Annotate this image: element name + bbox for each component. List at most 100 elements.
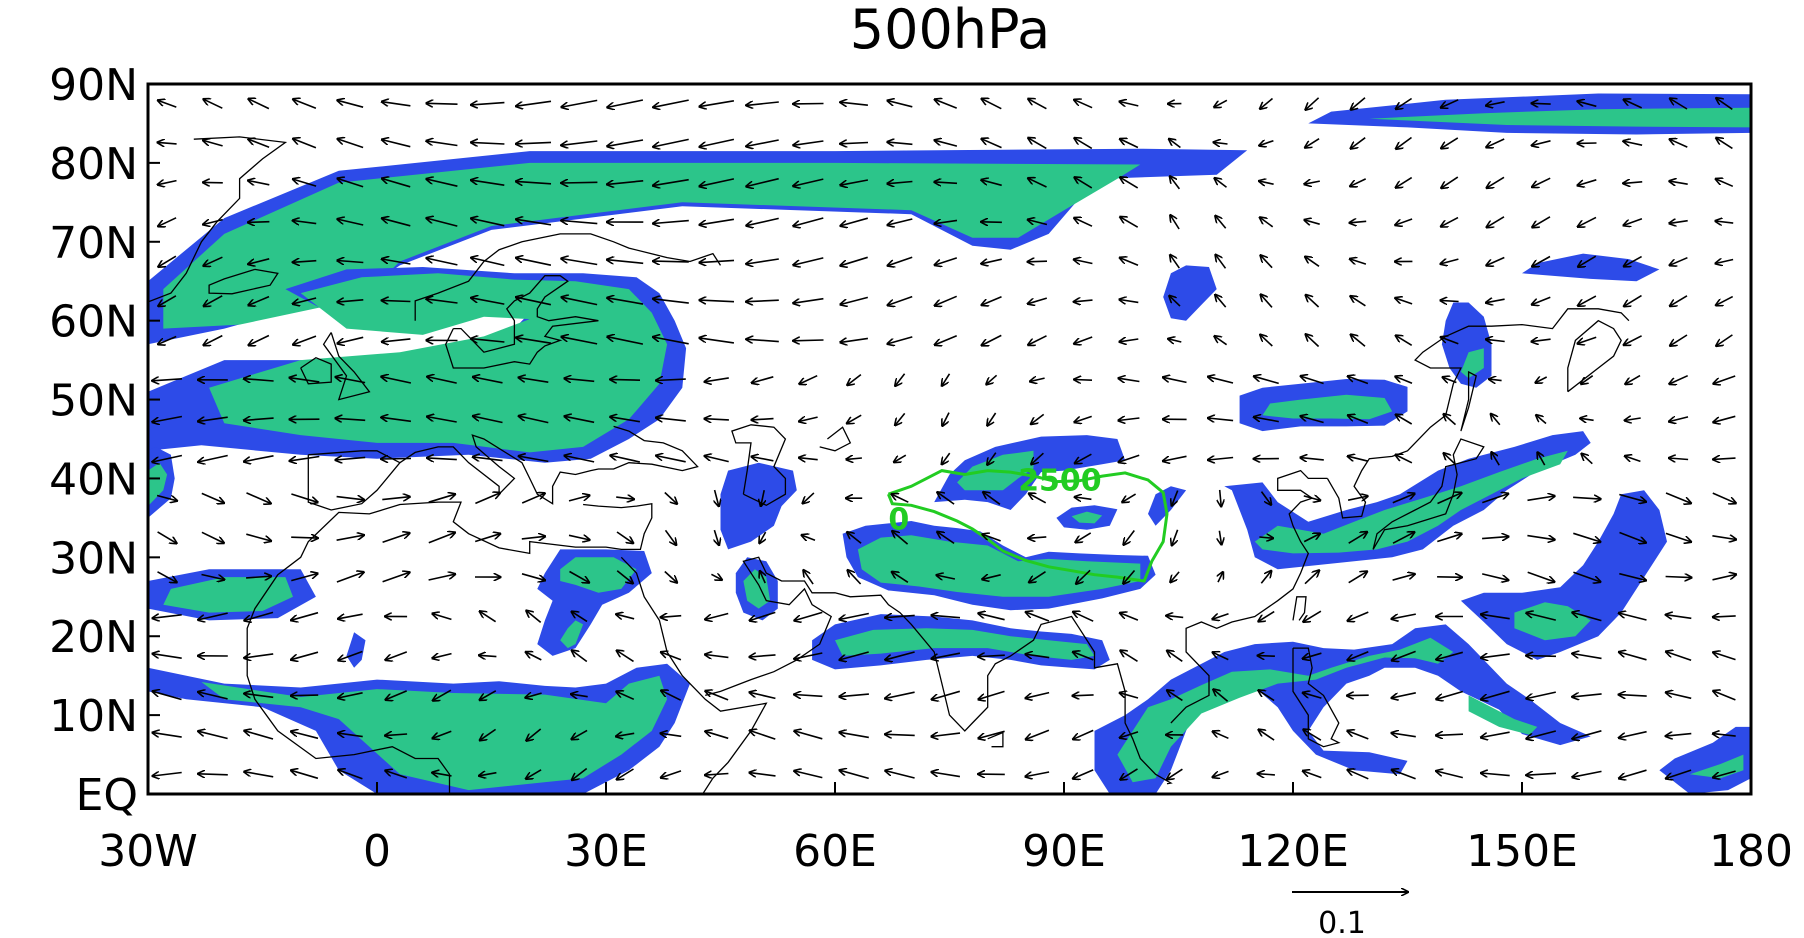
wind-vector [1486, 339, 1505, 341]
coastline [1170, 469, 1328, 724]
wind-vector [1348, 571, 1367, 584]
wind-vector [248, 99, 270, 110]
y-tick-label: 80N [49, 139, 138, 190]
wind-vector [1481, 773, 1510, 776]
wind-vector [1208, 418, 1234, 421]
coastline [208, 268, 279, 295]
plot-frame [146, 82, 1753, 796]
wind-vector [1075, 453, 1092, 463]
wind-vector [1392, 574, 1415, 581]
wind-vector [1074, 138, 1093, 150]
wind-vector [338, 770, 363, 780]
wind-vector [293, 297, 317, 304]
wind-vector [661, 770, 682, 778]
wind-vector [1026, 612, 1050, 622]
wind-vector [847, 532, 862, 544]
wind-vector [1118, 378, 1140, 381]
wind-vector [382, 497, 410, 500]
wind-vector [158, 142, 177, 144]
wind-vector [381, 417, 412, 421]
wind-vector [568, 495, 590, 502]
wind-vector [1218, 572, 1223, 583]
wind-vector [198, 416, 228, 421]
wind-vector [1669, 181, 1688, 184]
wind-vector [1666, 692, 1692, 700]
wind-vector [1532, 296, 1551, 304]
wind-vector [761, 490, 764, 506]
wind-vector [1075, 497, 1092, 499]
wind-vector [1348, 650, 1369, 661]
wind-vector-layer [152, 98, 1736, 780]
wind-vector [1122, 493, 1137, 502]
wind-vector [335, 457, 366, 460]
wind-vector [616, 570, 633, 584]
wind-vector [1526, 656, 1557, 657]
wind-vector [1665, 492, 1691, 503]
wind-vector [471, 218, 505, 227]
wind-vector [1306, 295, 1320, 308]
wind-vector [664, 491, 677, 504]
wind-vector [982, 296, 1002, 305]
wind-vector [293, 335, 317, 345]
wind-vector [198, 612, 228, 620]
x-tick-label: 150E [1466, 826, 1578, 877]
wind-vector [1350, 259, 1367, 265]
wind-vector [432, 614, 452, 621]
wind-vector [885, 691, 915, 698]
wind-vector [1491, 414, 1501, 426]
wind-vector [1163, 377, 1187, 384]
wind-vector [479, 655, 497, 656]
wind-vector [1214, 142, 1228, 144]
wind-vector [427, 458, 457, 460]
wind-vector [1028, 220, 1048, 226]
wind-vector [1625, 418, 1641, 421]
wind-vector [382, 140, 411, 148]
wind-vector [426, 299, 458, 304]
x-tick-label: 180 [1709, 826, 1793, 877]
wind-vector [794, 731, 823, 740]
wind-vector [1578, 336, 1597, 343]
wind-vector [987, 412, 997, 426]
shaded-region-outer [1094, 624, 1591, 794]
shaded-region-inner [1262, 394, 1393, 420]
wind-vector [1169, 296, 1181, 307]
wind-vector [1440, 300, 1459, 301]
wind-vector [1258, 610, 1275, 622]
wind-vector [699, 338, 735, 344]
wind-vector [386, 690, 408, 700]
wind-vector [526, 728, 542, 741]
wind-vector [1076, 569, 1091, 584]
wind-vector [1120, 768, 1138, 780]
wind-vector [516, 142, 552, 144]
wind-vector [562, 297, 598, 306]
wind-vector [428, 574, 456, 581]
wind-vector [1028, 99, 1047, 110]
wind-vector [1580, 418, 1594, 420]
wind-vector [1526, 730, 1557, 739]
wind-vector [759, 531, 765, 543]
y-tick-label: 50N [49, 376, 138, 427]
wind-vector [746, 177, 779, 187]
wind-vector [750, 731, 776, 740]
wind-vector [1395, 218, 1413, 225]
wind-vector [337, 336, 364, 343]
wind-vector [1670, 295, 1688, 306]
wind-vector [1666, 769, 1692, 778]
wind-vector [1258, 690, 1275, 702]
wind-vector [1437, 534, 1461, 543]
wind-vector [664, 529, 677, 545]
wind-vector [516, 297, 552, 306]
wind-vector [561, 221, 598, 224]
wind-vector [336, 572, 364, 583]
wind-vector [1486, 102, 1505, 106]
wind-vector [201, 573, 225, 580]
wind-vector [1481, 654, 1510, 658]
wind-vector [516, 219, 552, 226]
coastline [414, 233, 722, 321]
chart-title: 500hPa [850, 0, 1051, 61]
wind-vector [426, 218, 458, 227]
wind-vector [1489, 379, 1502, 381]
wind-vector [1170, 215, 1180, 230]
wind-vector [705, 612, 729, 620]
wind-vector [752, 419, 774, 420]
